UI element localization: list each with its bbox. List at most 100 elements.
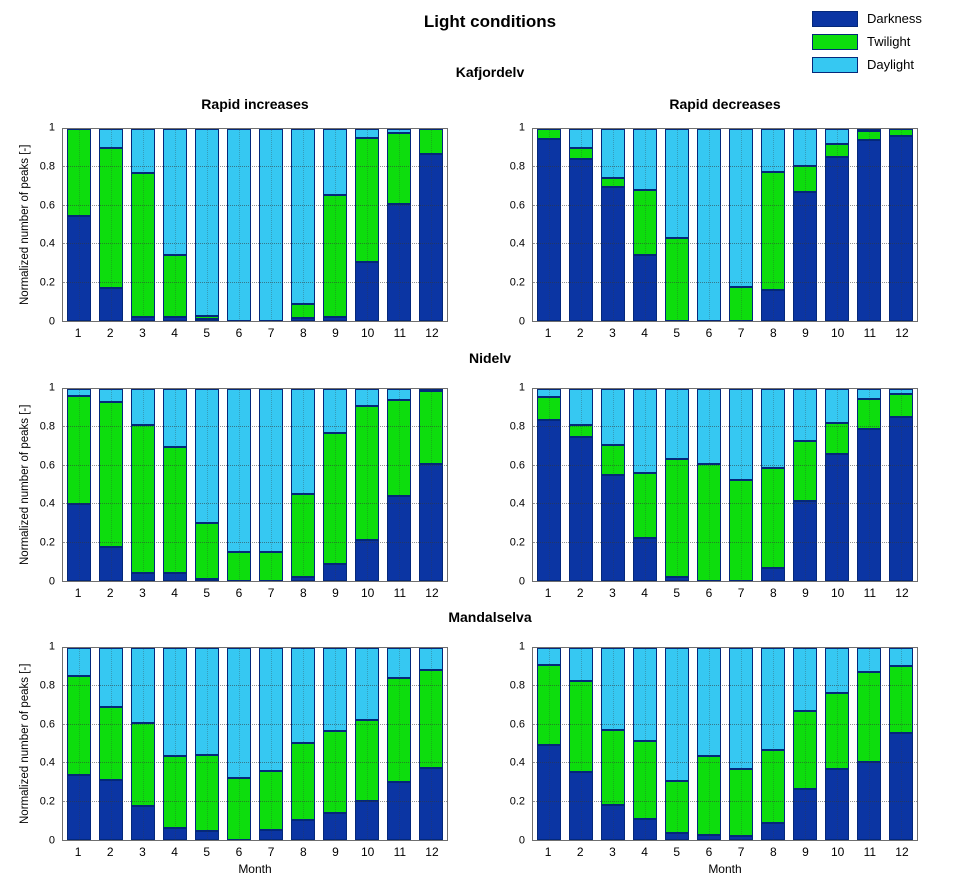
stacked-bar-month-11 [856, 648, 882, 840]
segment-daylight-month-9 [322, 389, 348, 434]
y-tick-label-0.8: 0.8 [39, 420, 55, 433]
segment-twilight-month-9 [322, 730, 348, 814]
segment-daylight-month-5 [194, 648, 220, 755]
stacked-bar-month-12 [888, 129, 914, 321]
stacked-bar-month-8 [760, 389, 786, 581]
x-tick-label-6: 6 [235, 586, 243, 600]
stacked-bar-month-11 [856, 129, 882, 321]
segment-twilight-month-5 [664, 459, 690, 578]
segment-daylight-month-10 [824, 389, 850, 423]
segment-twilight-month-5 [194, 754, 220, 832]
stacked-bar-month-6 [226, 648, 252, 840]
segment-daylight-month-8 [760, 389, 786, 468]
segment-twilight-month-5 [664, 781, 690, 834]
segment-daylight-month-6 [696, 648, 722, 756]
stacked-bar-month-5 [194, 389, 220, 581]
bar-slot-month-8 [757, 129, 789, 321]
bar-slot-month-9 [319, 389, 351, 581]
stacked-bar-month-12 [418, 129, 444, 321]
y-tick-label-1: 1 [518, 640, 525, 653]
twilight-swatch-icon [812, 33, 858, 50]
segment-twilight-month-11 [856, 398, 882, 430]
segment-daylight-month-8 [290, 129, 316, 304]
x-tick-label-9: 9 [332, 845, 339, 859]
segment-darkness-month-2 [98, 547, 124, 581]
bar-slot-month-5 [661, 648, 693, 840]
x-tick-label-7: 7 [737, 845, 745, 859]
x-axis-ticks: 1 2 3 4 5 6 7 8 9 10 11 12 [532, 327, 918, 339]
segment-twilight-month-4 [162, 756, 188, 829]
y-tick-label-0.4: 0.4 [39, 756, 55, 769]
x-tick-label-3: 3 [609, 845, 616, 859]
x-axis-ticks: 1 2 3 4 5 6 7 8 9 10 11 12 [62, 587, 448, 599]
stacked-bar-month-11 [386, 129, 412, 321]
x-tick-label-10: 10 [830, 586, 845, 600]
x-tick-label-3: 3 [609, 586, 616, 600]
x-tick-label-1: 1 [74, 326, 82, 340]
chart-mandalselva-rapid-decreases: 1 2 3 4 5 6 7 8 9 10 11 12 Month 0 0.2 0.4 0.6 0.8 1 [510, 641, 918, 876]
stacked-bar-month-3 [600, 648, 626, 840]
segment-darkness-month-5 [194, 319, 220, 321]
bar-slot-month-11 [853, 129, 885, 321]
segment-darkness-month-2 [568, 158, 594, 321]
bar-slot-month-6 [693, 389, 725, 581]
x-axis-ticks: 1 2 3 4 5 6 7 8 9 10 11 12 [62, 846, 448, 858]
segment-darkness-month-4 [632, 254, 658, 321]
segment-darkness-month-7 [258, 830, 284, 840]
segment-twilight-month-11 [386, 132, 412, 204]
x-tick-label-12: 12 [425, 326, 439, 340]
bar-slot-month-12 [415, 648, 447, 840]
bar-slot-month-1 [63, 129, 95, 321]
segment-twilight-month-7 [258, 552, 284, 581]
segment-daylight-month-1 [536, 389, 562, 397]
plot-area [62, 388, 448, 582]
segment-darkness-month-3 [130, 317, 156, 321]
x-tick-label-9: 9 [802, 845, 809, 859]
segment-twilight-month-8 [760, 172, 786, 291]
segment-daylight-month-8 [290, 648, 316, 744]
segment-darkness-month-1 [66, 504, 92, 581]
segment-twilight-month-2 [568, 424, 594, 437]
stacked-bar-month-6 [226, 389, 252, 581]
segment-daylight-month-4 [632, 389, 658, 473]
segment-daylight-month-9 [322, 648, 348, 731]
segment-darkness-month-8 [760, 822, 786, 840]
x-tick-label-4: 4 [171, 326, 178, 340]
segment-twilight-month-8 [290, 743, 316, 820]
bar-slot-month-11 [853, 648, 885, 840]
segment-darkness-month-5 [664, 833, 690, 840]
bar-slot-month-4 [629, 648, 661, 840]
segment-twilight-month-4 [632, 472, 658, 538]
bar-slot-month-9 [789, 129, 821, 321]
segment-darkness-month-2 [568, 771, 594, 840]
row-title-nidelv: Nidelv [468, 350, 511, 366]
x-tick-label-2: 2 [576, 326, 584, 340]
stacked-bar-month-8 [290, 389, 316, 581]
bar-slot-month-8 [757, 389, 789, 581]
y-tick-label-0: 0 [518, 315, 525, 328]
x-tick-label-5: 5 [673, 586, 681, 600]
segment-daylight-month-9 [792, 389, 818, 441]
segment-darkness-month-3 [130, 573, 156, 581]
segment-darkness-month-11 [386, 495, 412, 581]
segment-twilight-month-10 [824, 144, 850, 157]
segment-darkness-month-3 [600, 186, 626, 321]
x-tick-label-5: 5 [673, 845, 681, 859]
segment-daylight-month-12 [888, 389, 914, 394]
segment-twilight-month-11 [856, 672, 882, 763]
segment-twilight-month-12 [888, 129, 914, 136]
y-tick-label-0.8: 0.8 [509, 679, 525, 692]
x-tick-label-4: 4 [641, 586, 648, 600]
bar-slot-month-7 [255, 648, 287, 840]
x-tick-label-4: 4 [171, 845, 178, 859]
segment-twilight-month-1 [66, 675, 92, 775]
stacked-bar-month-1 [536, 648, 562, 840]
segment-daylight-month-11 [856, 129, 882, 131]
legend-item-darkness: Darkness [812, 10, 922, 27]
segment-daylight-month-2 [98, 389, 124, 403]
x-tick-label-12: 12 [425, 845, 439, 859]
segment-darkness-month-8 [760, 567, 786, 581]
stacked-bar-month-1 [66, 389, 92, 581]
bar-slot-month-2 [565, 389, 597, 581]
